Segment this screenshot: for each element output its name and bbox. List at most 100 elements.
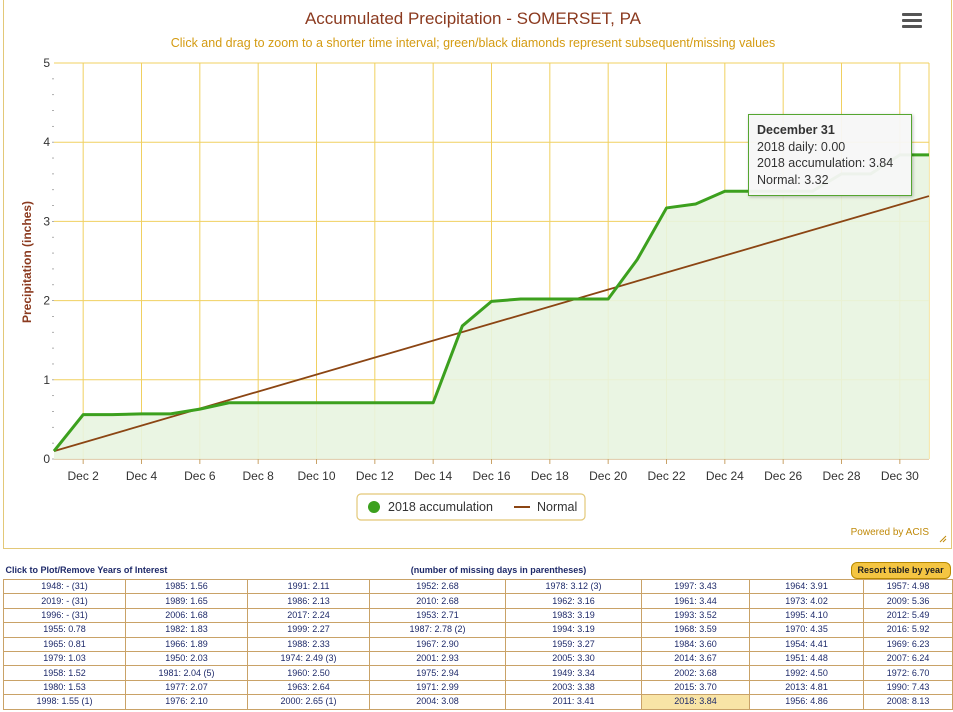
accumulation-point[interactable] [926,152,932,158]
year-cell[interactable]: 1965: 0.81 [3,636,126,652]
credits-link[interactable]: Powered by ACIS [851,527,930,538]
year-cell[interactable]: 1977: 2.07 [124,679,249,696]
accumulation-point[interactable] [255,400,261,406]
year-cell[interactable]: 2013: 4.81 [749,679,865,696]
accumulation-point[interactable] [459,323,465,329]
year-cell[interactable]: 1999: 2.27 [247,622,371,638]
accumulation-point[interactable] [226,400,232,406]
year-cell[interactable]: 1973: 4.02 [749,593,865,609]
accumulation-point[interactable] [314,400,320,406]
year-cell[interactable]: 1974: 2.49 (3) [247,650,371,667]
accumulation-point[interactable] [693,201,699,207]
accumulation-point[interactable] [489,298,495,304]
year-cell[interactable]: 1967: 2.90 [369,636,507,652]
year-cell[interactable]: 1996: - (31) [3,607,126,624]
year-cell[interactable]: 2007: 6.24 [863,650,953,667]
year-cell[interactable]: 2015: 3.70 [641,679,751,696]
accumulation-point[interactable] [284,400,290,406]
year-cell[interactable]: 1964: 3.91 [749,578,865,595]
year-cell[interactable]: 1991: 2.11 [247,578,371,595]
year-cell[interactable]: 2012: 5.49 [863,607,953,624]
year-cell[interactable]: 1994: 3.19 [505,622,643,638]
year-cell[interactable]: 2016: 5.92 [863,622,953,638]
accumulation-point[interactable] [430,400,436,406]
year-cell[interactable]: 1953: 2.71 [369,607,507,624]
year-cell[interactable]: 1983: 3.19 [505,607,643,624]
year-cell[interactable]: 1986: 2.13 [247,593,371,609]
accumulation-point[interactable] [401,400,407,406]
year-cell[interactable]: 1998: 1.55 (1) [3,694,126,710]
year-cell[interactable]: 1975: 2.94 [369,665,507,681]
year-cell[interactable]: 2019: - (31) [3,593,126,609]
year-cell[interactable]: 1960: 2.50 [247,665,371,681]
year-cell[interactable]: 2006: 1.68 [124,607,249,624]
year-cell[interactable]: 2002: 3.68 [641,665,751,681]
year-cell[interactable]: 1951: 4.48 [749,650,865,667]
year-cell[interactable]: 2014: 3.67 [641,650,751,667]
year-cell[interactable]: 1956: 4.86 [749,694,865,710]
year-cell[interactable]: 1959: 3.27 [505,636,643,652]
year-cell[interactable]: 1961: 3.44 [641,593,751,609]
year-cell[interactable]: 1979: 1.03 [3,650,126,667]
year-cell[interactable]: 1990: 7.43 [863,679,953,696]
resort-table-button[interactable]: Resort table by year [850,562,951,579]
year-cell[interactable]: 1982: 1.83 [124,622,249,638]
year-cell[interactable]: 2017: 2.24 [247,607,371,624]
year-cell[interactable]: 2005: 3.30 [505,650,643,667]
year-cell[interactable]: 1985: 1.56 [124,578,249,595]
accumulation-point[interactable] [80,412,86,418]
legend-item-accumulation[interactable]: 2018 accumulation [368,500,493,514]
year-cell[interactable]: 1950: 2.03 [124,650,249,667]
year-cell[interactable]: 2010: 2.68 [369,593,507,609]
legend[interactable]: 2018 accumulation Normal [356,493,586,521]
year-cell[interactable]: 1978: 3.12 (3) [505,578,643,595]
year-cell[interactable]: 2004: 3.08 [369,694,507,710]
year-cell[interactable]: 1970: 4.35 [749,622,865,638]
chart-menu-button[interactable] [900,10,924,34]
year-cell[interactable]: 2008: 8.13 [863,694,953,710]
year-cell[interactable]: 1980: 1.53 [3,679,126,696]
year-cell[interactable]: 1962: 3.16 [505,593,643,609]
accumulation-point[interactable] [634,256,640,262]
year-cell[interactable]: 1995: 4.10 [749,607,865,624]
year-cell[interactable]: 1972: 6.70 [863,665,953,681]
chart-svg[interactable]: Accumulated Precipitation - SOMERSET, PA… [4,0,953,549]
year-cell[interactable]: 1954: 4.41 [749,636,865,652]
year-cell[interactable]: 1949: 3.34 [505,665,643,681]
year-cell[interactable]: 1957: 4.98 [863,578,953,595]
accumulation-point[interactable] [343,400,349,406]
year-cell[interactable]: 2009: 5.36 [863,593,953,609]
year-cell[interactable]: 2011: 3.41 [505,694,643,710]
accumulation-point[interactable] [518,296,524,302]
year-cell[interactable]: 1984: 3.60 [641,636,751,652]
legend-item-normal[interactable]: Normal [514,500,577,514]
year-cell[interactable]: 1958: 1.52 [3,665,126,681]
year-cell[interactable]: 1997: 3.43 [641,578,751,595]
year-cell[interactable]: 1988: 2.33 [247,636,371,652]
year-cell[interactable]: 2003: 3.38 [505,679,643,696]
resize-handle-icon[interactable] [939,535,947,543]
accumulation-point[interactable] [109,412,115,418]
year-cell[interactable]: 1966: 1.89 [124,636,249,652]
year-cell[interactable]: 1993: 3.52 [641,607,751,624]
accumulation-point[interactable] [722,188,728,194]
year-cell[interactable]: 1952: 2.68 [369,578,507,595]
year-cell[interactable]: 1968: 3.59 [641,622,751,638]
year-cell[interactable]: 1955: 0.78 [3,622,126,638]
year-cell[interactable]: 1948: - (31) [3,578,126,595]
year-cell[interactable]: 2001: 2.93 [369,650,507,667]
accumulation-point[interactable] [372,400,378,406]
year-cell[interactable]: 2018: 3.84 [641,694,751,710]
year-cell[interactable]: 1992: 4.50 [749,665,865,681]
accumulation-point[interactable] [197,406,203,412]
year-cell[interactable]: 1963: 2.64 [247,679,371,696]
year-cell[interactable]: 1971: 2.99 [369,679,507,696]
accumulation-point[interactable] [605,296,611,302]
year-cell[interactable]: 1969: 6.23 [863,636,953,652]
accumulation-point[interactable] [51,448,57,454]
accumulation-point[interactable] [547,296,553,302]
year-cell[interactable]: 2000: 2.65 (1) [247,694,371,710]
year-cell[interactable]: 1976: 2.10 [124,694,249,710]
year-cell[interactable]: 1987: 2.78 (2) [369,622,507,638]
accumulation-point[interactable] [168,411,174,417]
